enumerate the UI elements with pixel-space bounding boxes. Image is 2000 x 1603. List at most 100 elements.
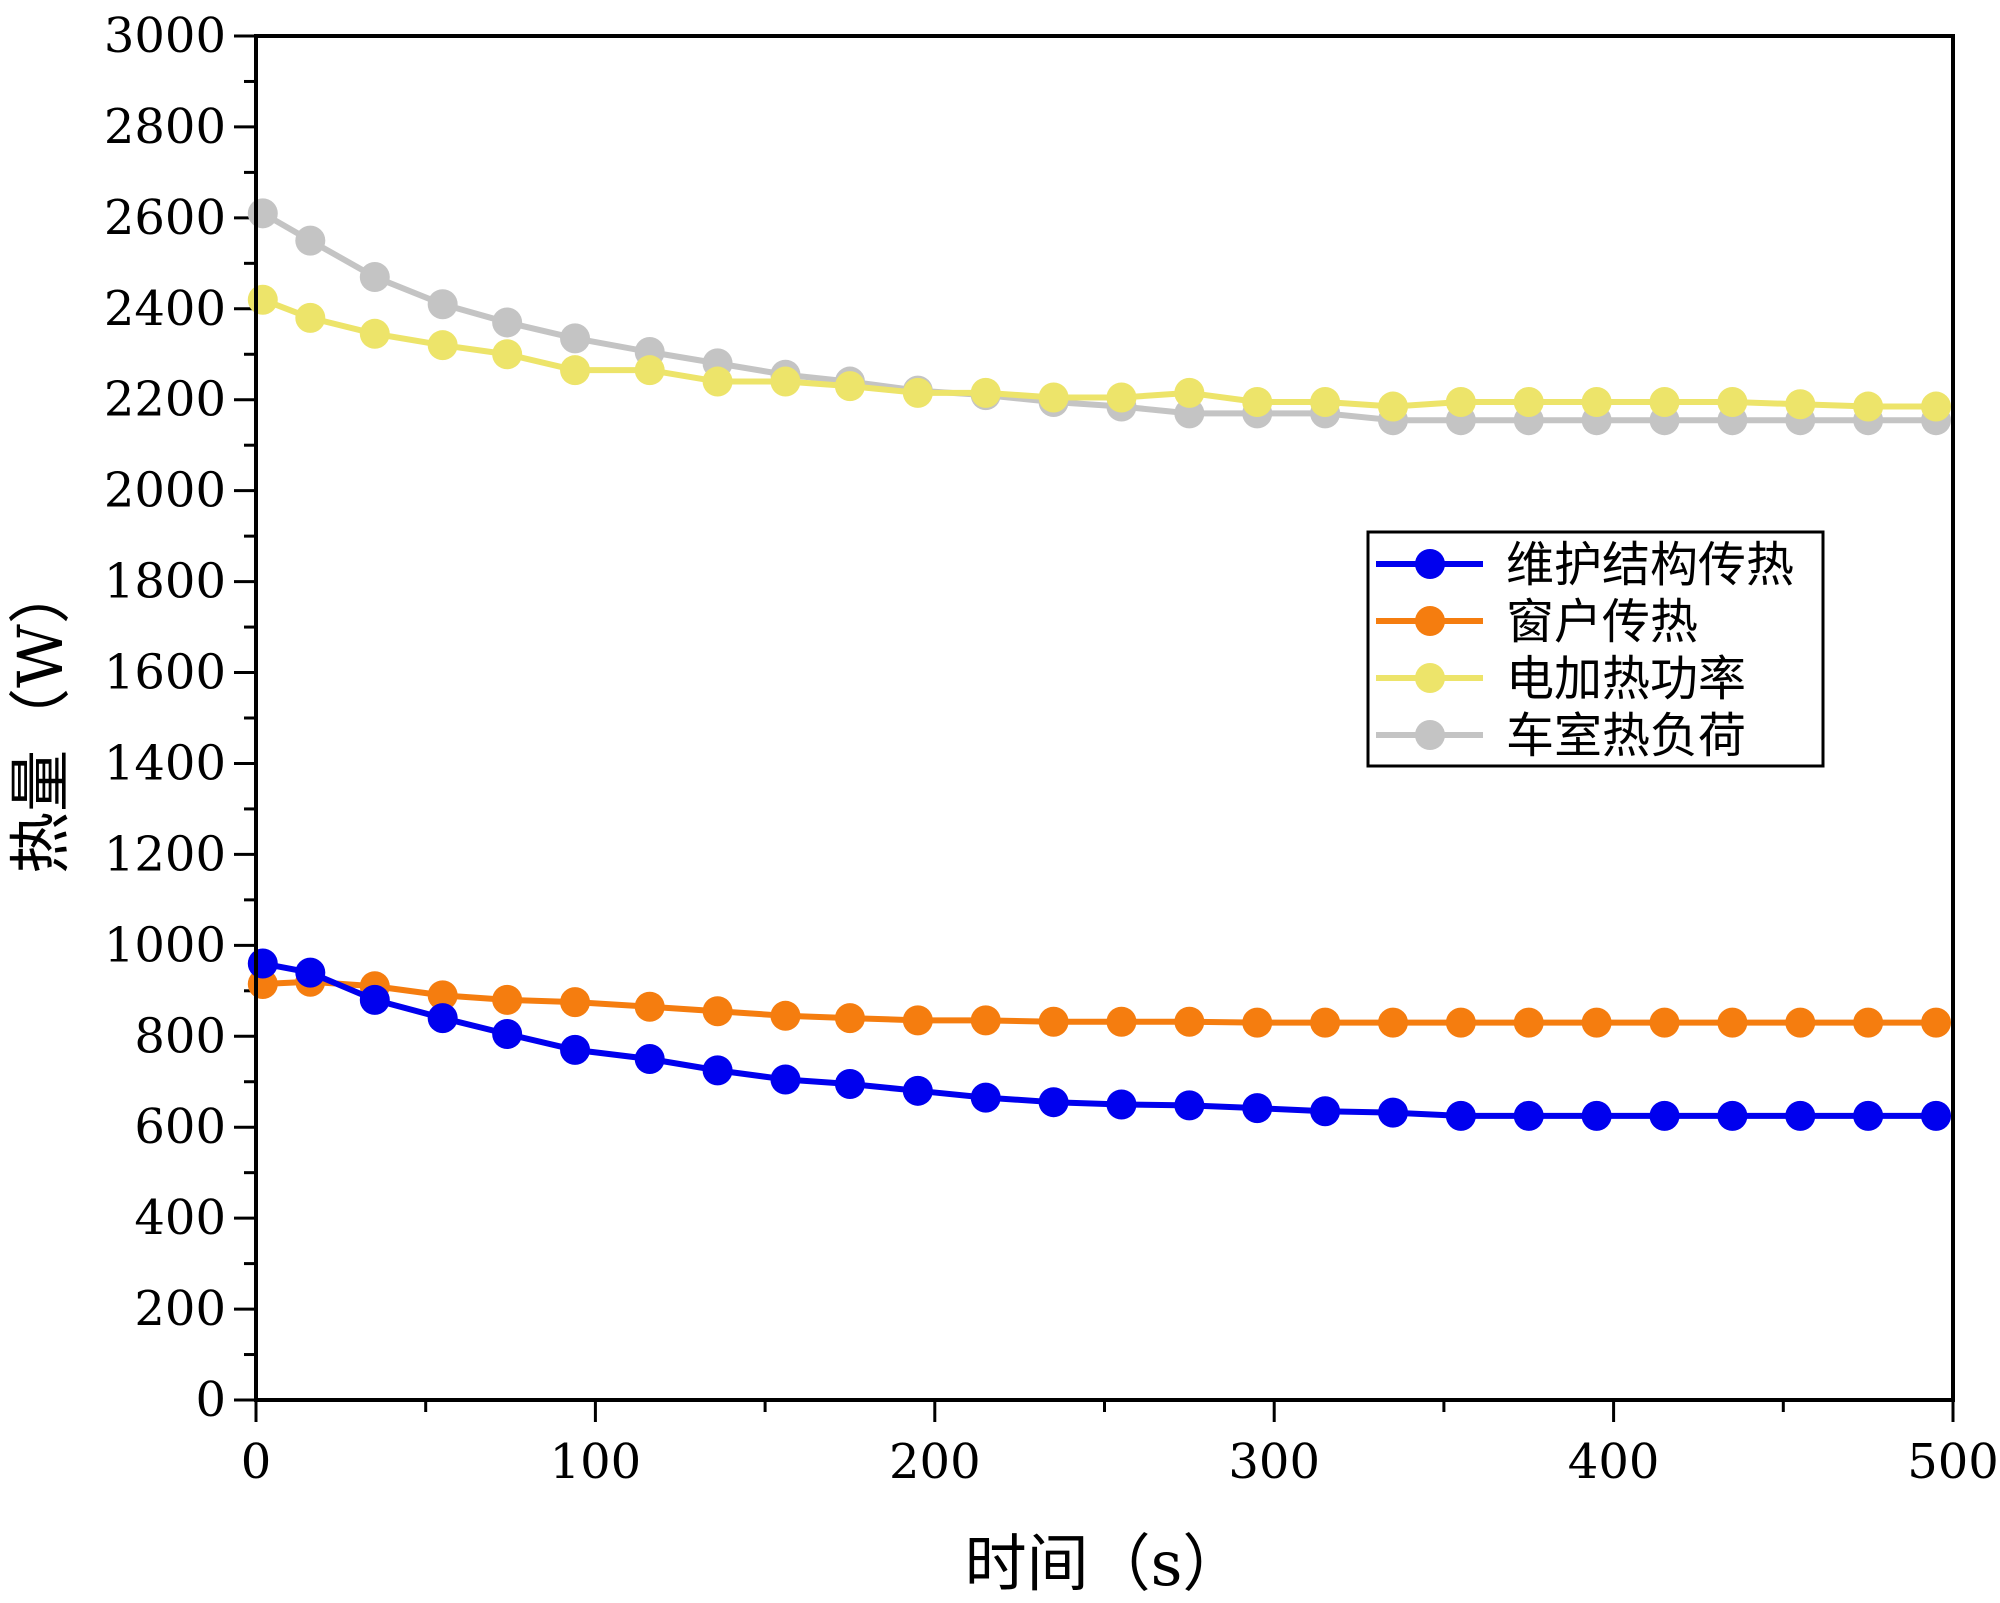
data-point	[1242, 1093, 1273, 1124]
legend-label: 车室热负荷	[1506, 708, 1746, 764]
data-point	[970, 377, 1001, 408]
data-point	[902, 1075, 933, 1106]
series-layer	[247, 198, 1952, 1131]
plot-area-frame	[254, 34, 1955, 1402]
y-tick-label: 2000	[104, 463, 226, 519]
data-point	[1174, 1006, 1205, 1037]
data-point	[247, 198, 278, 229]
data-point	[359, 318, 390, 349]
series-3	[247, 284, 1952, 422]
data-point	[902, 1005, 933, 1036]
y-tick-label: 0	[195, 1372, 226, 1428]
legend-box	[1366, 530, 1825, 768]
x-tick-label: 100	[550, 1434, 642, 1490]
data-point	[1581, 1100, 1612, 1131]
data-point	[702, 996, 733, 1027]
data-point	[427, 1003, 458, 1034]
series-2	[247, 966, 1952, 1038]
data-point	[1581, 1007, 1612, 1038]
data-point	[1581, 387, 1612, 418]
data-point	[1853, 1007, 1884, 1038]
data-point	[1038, 1087, 1069, 1118]
y-tick-label: 200	[134, 1281, 226, 1337]
data-point	[702, 366, 733, 397]
legend-item: 窗户传热	[1376, 594, 1698, 650]
x-tick-label: 500	[1907, 1434, 1999, 1490]
data-point	[247, 284, 278, 315]
data-point	[1513, 387, 1544, 418]
data-point	[1853, 391, 1884, 422]
data-point	[1853, 1100, 1884, 1131]
data-point	[1785, 1100, 1816, 1131]
data-point	[1921, 391, 1952, 422]
legend-marker	[1415, 720, 1445, 750]
data-point	[834, 1069, 865, 1100]
y-tick-label: 400	[134, 1190, 226, 1246]
data-point	[1921, 1100, 1952, 1131]
data-point	[492, 339, 523, 370]
data-point	[295, 302, 326, 333]
data-point	[1513, 1100, 1544, 1131]
data-point	[492, 307, 523, 338]
y-tick-label: 1400	[104, 735, 226, 791]
x-tick-label: 300	[1228, 1434, 1320, 1490]
data-point	[1649, 387, 1680, 418]
data-point	[1377, 1097, 1408, 1128]
data-point	[1445, 1100, 1476, 1131]
y-tick-label: 600	[134, 1099, 226, 1155]
data-point	[359, 984, 390, 1015]
data-point	[1242, 1007, 1273, 1038]
data-point	[702, 1055, 733, 1086]
legend-item: 电加热功率	[1376, 651, 1746, 707]
data-point	[1038, 382, 1069, 413]
data-point	[1106, 1089, 1137, 1120]
data-point	[970, 1005, 1001, 1036]
y-tick-label: 2800	[104, 99, 226, 155]
y-tick-label: 1000	[104, 917, 226, 973]
data-point	[427, 980, 458, 1011]
data-point	[1377, 1007, 1408, 1038]
data-point	[970, 1082, 1001, 1113]
data-point	[560, 355, 591, 386]
data-point	[1377, 391, 1408, 422]
y-tick-label: 1200	[104, 826, 226, 882]
data-point	[1513, 1007, 1544, 1038]
legend-item: 维护结构传热	[1376, 537, 1794, 593]
data-point	[1717, 387, 1748, 418]
data-point	[1649, 1007, 1680, 1038]
data-point	[634, 991, 665, 1022]
y-tick-label: 3000	[104, 8, 226, 64]
y-tick-label: 2600	[104, 190, 226, 246]
data-point	[1106, 382, 1137, 413]
data-point	[770, 366, 801, 397]
data-point	[1717, 1007, 1748, 1038]
data-point	[427, 289, 458, 320]
data-point	[902, 377, 933, 408]
legend-label: 维护结构传热	[1506, 537, 1794, 593]
data-point	[834, 371, 865, 402]
data-point	[770, 1064, 801, 1095]
legend-marker	[1415, 606, 1445, 636]
data-point	[560, 323, 591, 354]
y-axis-title: 热量（W）	[4, 562, 77, 874]
data-point	[1445, 1007, 1476, 1038]
data-point	[1038, 1006, 1069, 1037]
data-point	[427, 330, 458, 361]
x-tick-label: 400	[1568, 1434, 1660, 1490]
data-point	[1717, 1100, 1748, 1131]
y-tick-label: 1600	[104, 645, 226, 701]
y-tick-label: 1800	[104, 554, 226, 610]
data-point	[1785, 1007, 1816, 1038]
x-tick-label: 0	[241, 1434, 272, 1490]
data-point	[560, 1034, 591, 1065]
data-point	[492, 984, 523, 1015]
data-point	[247, 948, 278, 979]
data-point	[770, 1000, 801, 1031]
data-point	[492, 1018, 523, 1049]
data-point	[560, 987, 591, 1018]
data-point	[1310, 1007, 1341, 1038]
data-point	[1649, 1100, 1680, 1131]
data-point	[295, 225, 326, 256]
